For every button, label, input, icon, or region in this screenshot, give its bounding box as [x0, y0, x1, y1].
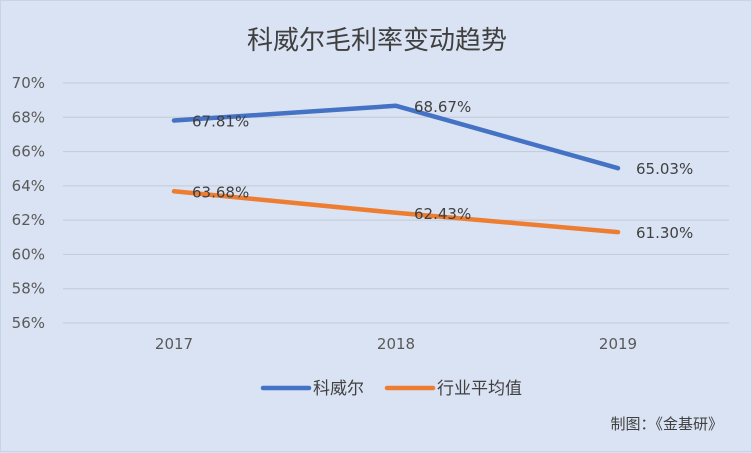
- y-tick-label: 68%: [12, 108, 45, 126]
- y-tick-label: 58%: [12, 280, 45, 298]
- data-label: 63.68%: [192, 183, 249, 201]
- series: [171, 103, 621, 235]
- legend-label: 科威尔: [313, 379, 364, 399]
- legend-label: 行业平均值: [437, 379, 522, 399]
- data-label: 65.03%: [636, 160, 693, 178]
- legend: 科威尔 行业平均值: [260, 379, 522, 399]
- x-tick-label: 2019: [599, 335, 637, 353]
- gridlines: [63, 82, 729, 324]
- y-tick-label: 66%: [12, 143, 45, 161]
- y-axis: 70% 68% 66% 64% 62% 60% 58% 56%: [12, 74, 45, 332]
- data-label: 61.30%: [636, 224, 693, 242]
- y-tick-label: 60%: [12, 245, 45, 263]
- series-line-2: [171, 189, 621, 235]
- x-tick-label: 2017: [155, 335, 193, 353]
- data-label: 67.81%: [192, 113, 249, 131]
- source-note: 制图：《金基研》: [610, 415, 723, 433]
- data-label: 68.67%: [414, 98, 471, 116]
- data-labels: 67.81% 68.67% 65.03% 63.68% 62.43% 61.30%: [192, 98, 693, 242]
- y-tick-label: 56%: [12, 314, 45, 332]
- y-tick-label: 70%: [12, 74, 45, 92]
- chart-title: 科威尔毛利率变动趋势: [247, 26, 507, 56]
- y-tick-label: 64%: [12, 177, 45, 195]
- x-tick-label: 2018: [377, 335, 415, 353]
- data-label: 62.43%: [414, 205, 471, 223]
- x-axis: 2017 2018 2019: [155, 335, 637, 353]
- y-tick-label: 62%: [12, 211, 45, 229]
- series-line-1: [171, 103, 621, 171]
